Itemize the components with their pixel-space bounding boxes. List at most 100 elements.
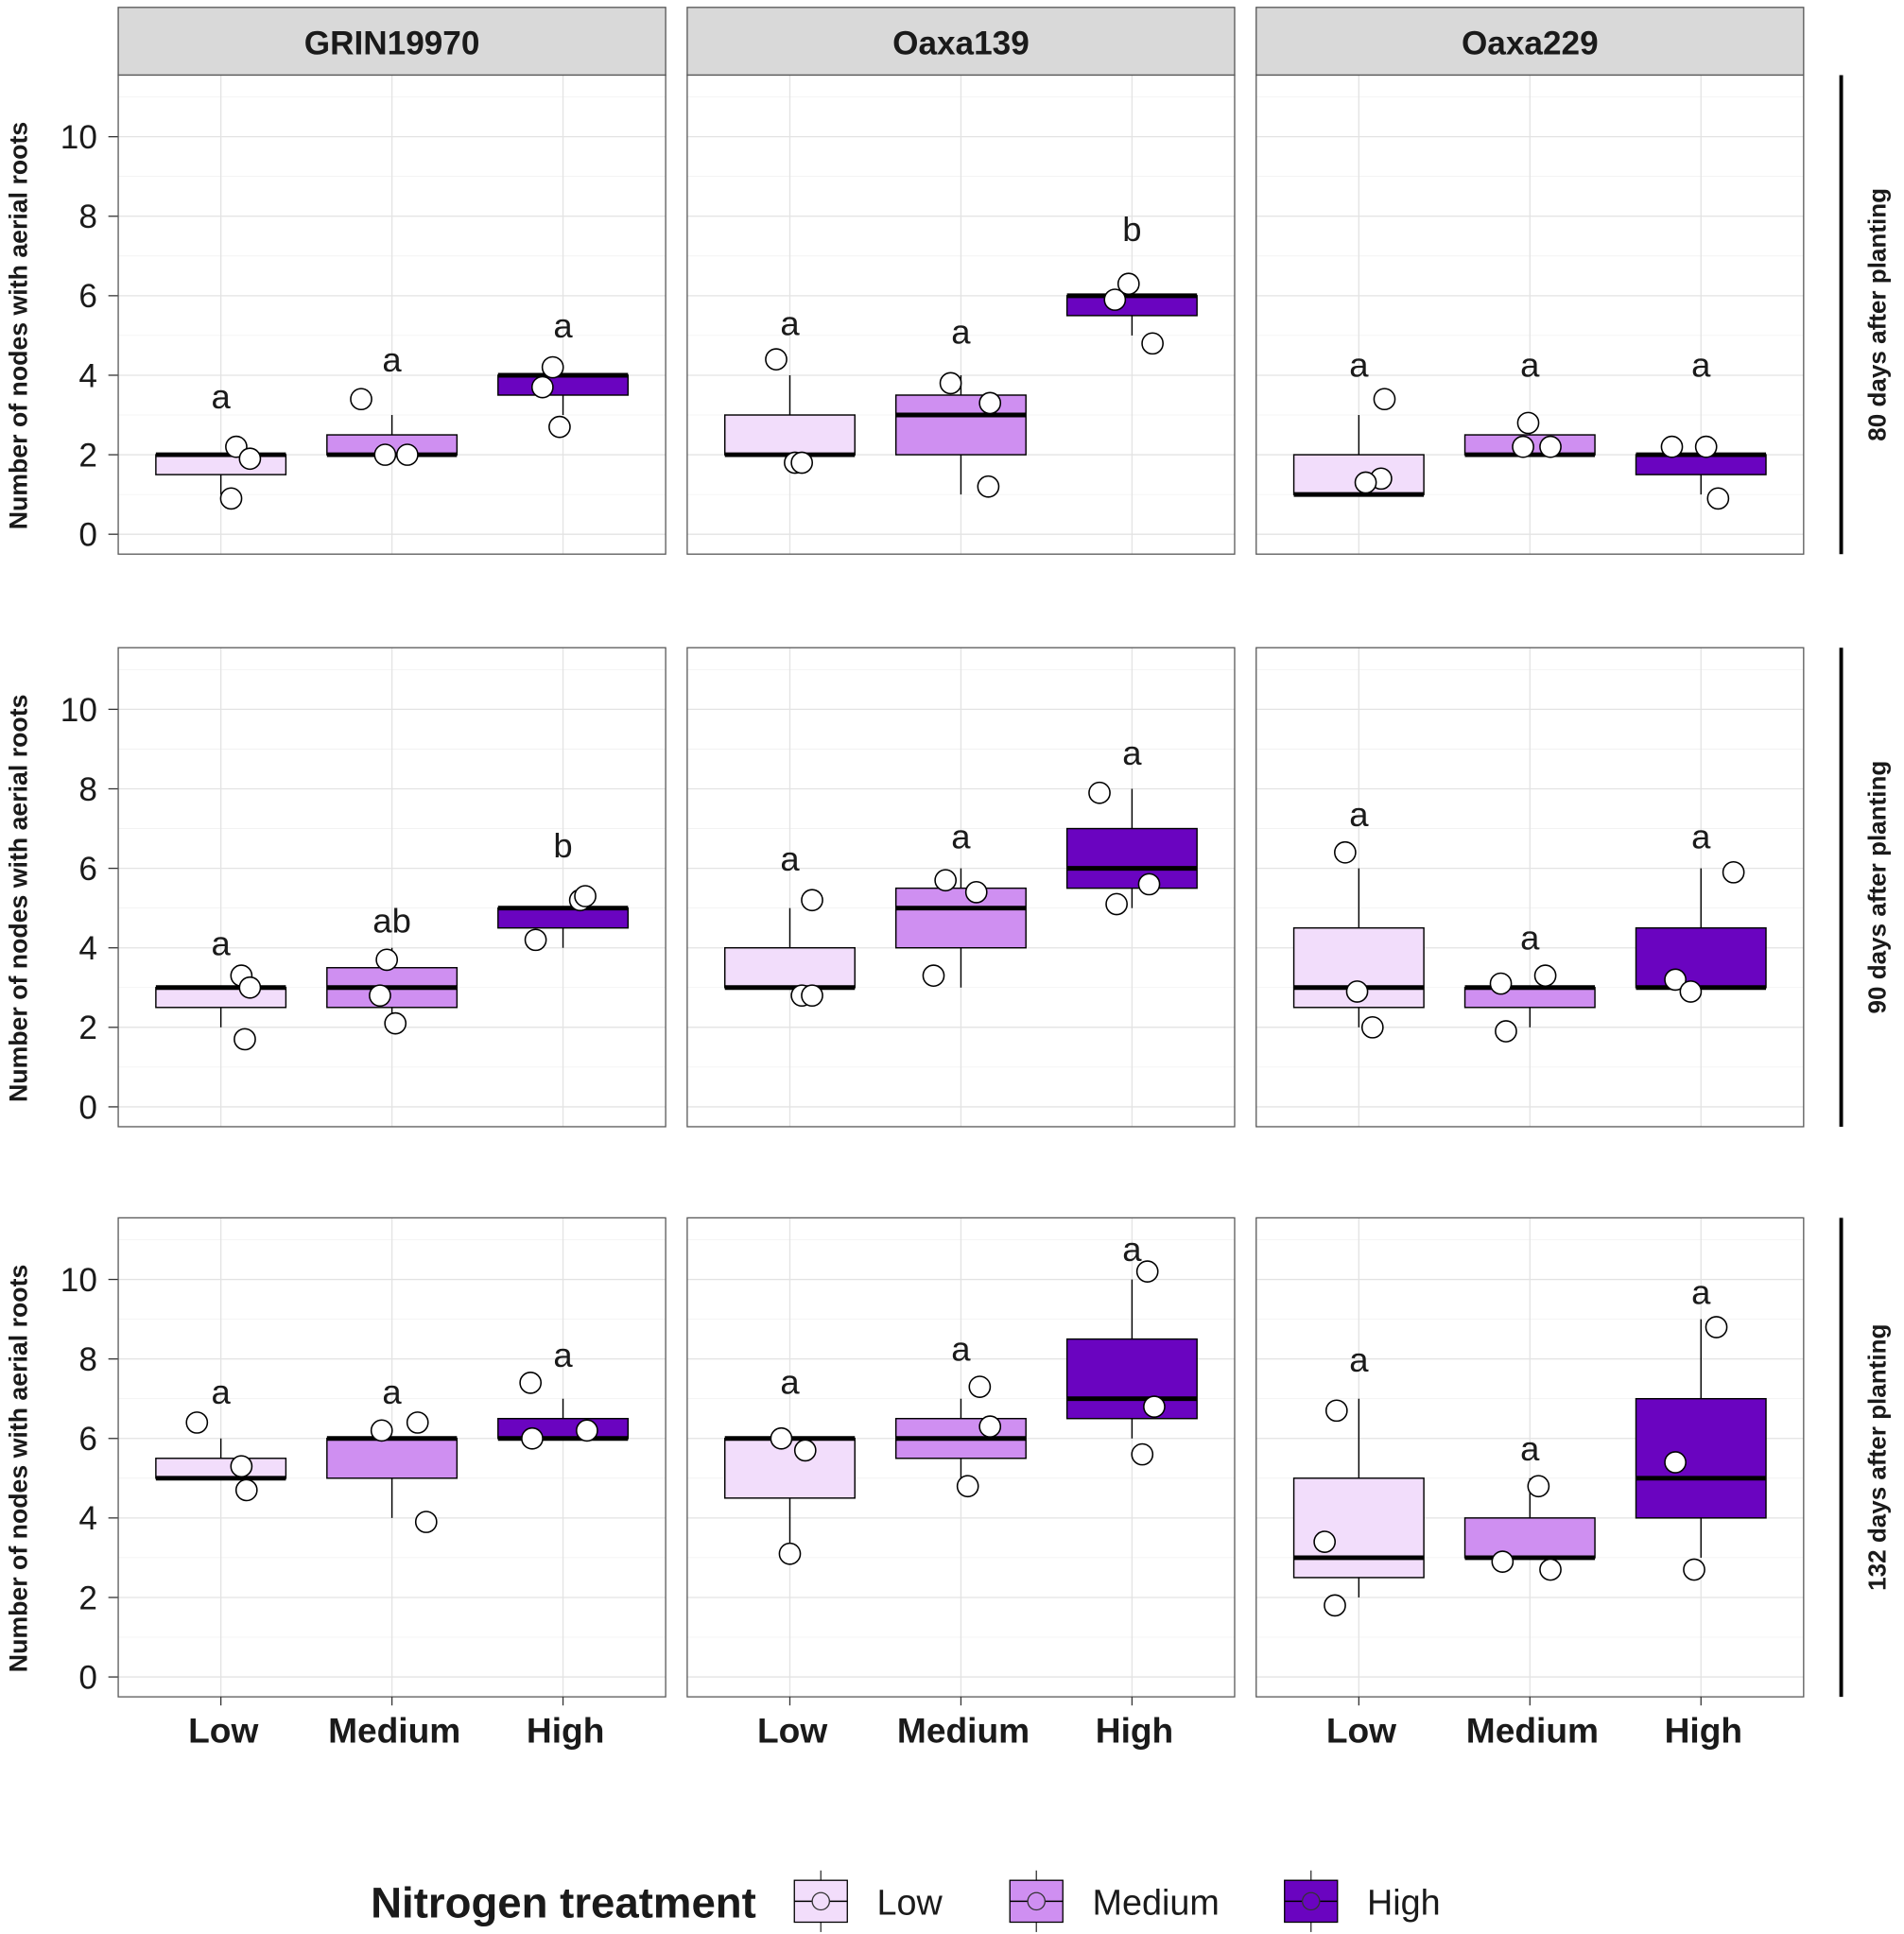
significance-letter: a	[553, 1336, 573, 1374]
data-point	[1324, 1399, 1348, 1423]
data-point	[1373, 388, 1396, 411]
significance-letter: a	[1349, 795, 1369, 834]
data-point	[1143, 1395, 1166, 1418]
box-group: b	[1065, 210, 1198, 355]
y-tick-label: 6	[78, 278, 97, 315]
x-tick-label: Medium	[897, 1710, 1030, 1750]
box-group: a	[1292, 346, 1425, 497]
data-point	[1527, 1475, 1550, 1498]
data-point	[350, 388, 372, 411]
legend-title: Nitrogen treatment	[371, 1878, 756, 1926]
legend-key-point	[1027, 1891, 1047, 1911]
data-point	[1495, 1020, 1517, 1043]
significance-letter: a	[1349, 346, 1369, 385]
box-group: a	[894, 312, 1027, 498]
box-group: a	[894, 1329, 1027, 1498]
panel: aaa	[1255, 647, 1805, 1128]
box-group: a	[724, 1363, 856, 1565]
x-tick-label: High	[527, 1710, 604, 1750]
data-point	[384, 1011, 407, 1035]
x-tick-label: Low	[188, 1710, 258, 1750]
box	[155, 454, 287, 475]
legend-item: High	[1284, 1870, 1441, 1932]
data-point	[185, 1411, 209, 1434]
data-point	[1539, 1558, 1562, 1581]
y-tick-label: 10	[61, 119, 97, 156]
data-point	[1489, 972, 1513, 995]
legend-item: Medium	[1009, 1870, 1220, 1932]
box-group: a	[1292, 795, 1425, 1039]
legend-key-point	[811, 1891, 831, 1911]
significance-letter: a	[1691, 346, 1711, 385]
panel-border	[686, 647, 1236, 1128]
box	[497, 374, 630, 396]
x-tick-label: High	[1096, 1710, 1173, 1750]
x-tick-label: Medium	[1466, 1710, 1599, 1750]
data-point	[977, 475, 1000, 498]
box	[724, 1438, 856, 1499]
facet-column-label: Oaxa139	[892, 25, 1030, 61]
panel: aaa	[686, 1217, 1236, 1698]
data-point	[414, 1511, 438, 1533]
data-point	[1706, 487, 1730, 510]
significance-letter: a	[780, 1363, 800, 1402]
x-axis: Low Medium High Low Medium High Low Medium High	[188, 1697, 1742, 1750]
x-tick-label: High	[1665, 1710, 1742, 1750]
data-point	[530, 375, 554, 399]
significance-letter: a	[211, 377, 231, 416]
data-point	[1354, 471, 1377, 494]
x-tick-label: Low	[757, 1710, 827, 1750]
data-point	[939, 371, 962, 395]
y-tick-label: 4	[78, 930, 97, 967]
significance-letter: a	[951, 312, 971, 351]
data-point	[1533, 964, 1557, 988]
y-tick-label: 4	[78, 1500, 97, 1537]
significance-letter: a	[780, 303, 800, 342]
facet-row: Number of nodes with aerial roots 0 2 4 6 8 10…	[5, 647, 1891, 1128]
y-tick-label: 8	[78, 199, 97, 235]
significance-letter: a	[382, 340, 402, 379]
row-strip-label: 132 days after planting	[1862, 1324, 1891, 1591]
data-point	[978, 391, 1002, 415]
significance-letter: ab	[372, 901, 411, 940]
data-point	[1664, 968, 1687, 992]
data-point	[934, 869, 958, 892]
data-point	[521, 1426, 544, 1450]
box	[497, 1418, 630, 1440]
data-point	[978, 1415, 1002, 1438]
panel-border	[1255, 74, 1805, 555]
box-group: b	[497, 826, 630, 952]
data-point	[1131, 1442, 1154, 1466]
y-tick-label: 6	[78, 851, 97, 888]
box-group: a	[1463, 1429, 1596, 1581]
significance-letter: a	[1691, 818, 1711, 856]
legend-label: Low	[877, 1884, 943, 1924]
significance-letter: a	[382, 1373, 402, 1411]
data-point	[790, 451, 814, 475]
data-point	[1345, 980, 1369, 1003]
panel-border	[117, 74, 666, 555]
y-tick-label: 6	[78, 1421, 97, 1458]
box-group: a	[1065, 734, 1198, 916]
box	[155, 1458, 287, 1479]
significance-letter: a	[951, 818, 971, 856]
box-group: a	[724, 303, 856, 475]
box	[1463, 987, 1596, 1009]
y-tick-label: 10	[61, 692, 97, 729]
data-point	[1105, 892, 1128, 916]
y-tick-label: 0	[78, 1089, 97, 1126]
box-group: a	[326, 1373, 459, 1533]
box	[1635, 926, 1767, 989]
data-point	[1539, 435, 1562, 458]
y-axis-title: Number of nodes with aerial roots	[5, 122, 33, 530]
facet-column-strip: Oaxa139	[686, 7, 1236, 77]
data-point	[964, 880, 988, 904]
data-point	[541, 355, 564, 379]
box	[1292, 1477, 1425, 1579]
box-group: a	[1635, 346, 1767, 510]
legend-label: Medium	[1093, 1884, 1220, 1924]
data-point	[1694, 435, 1718, 458]
facet-column-label: Oaxa229	[1462, 25, 1599, 61]
box	[155, 987, 287, 1009]
